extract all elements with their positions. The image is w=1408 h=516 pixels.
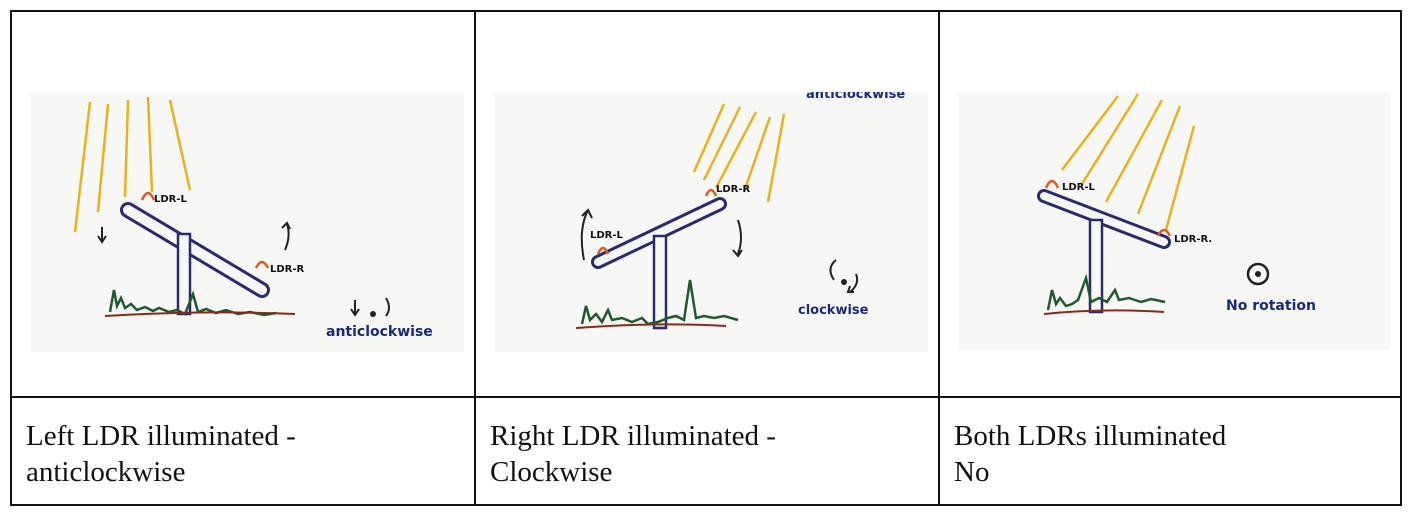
- rotation-arrow-icon: [846, 273, 859, 293]
- ldr-left-label: LDR-L: [154, 194, 188, 205]
- caption-line-1: Right LDR illuminated -: [490, 420, 776, 452]
- sun-rays: [73, 96, 192, 233]
- caption-cell-right-ldr: Right LDR illuminated - Clockwise: [476, 398, 938, 504]
- caption-line-2: anticlockwise: [26, 456, 186, 488]
- caption-word: illuminated: [146, 420, 279, 452]
- solar-panel: [1037, 189, 1171, 249]
- pivot-dot-icon: [841, 279, 847, 285]
- caption-word: Left: [26, 420, 75, 452]
- panel-pole: [176, 232, 192, 316]
- ldr-left-sensor: [140, 191, 156, 201]
- up-arrow-icon: [281, 221, 291, 251]
- caption-line-1: Left LDR illuminated -: [26, 418, 458, 454]
- caption-word: LDR: [81, 420, 140, 452]
- rotation-label: anticlockwise: [326, 324, 433, 340]
- pivot-dot-icon: [370, 311, 376, 317]
- caption-line-1: Both LDRs illuminated: [954, 420, 1227, 452]
- image-cell-left-ldr: LDR-L LDR-R anticlockwise: [12, 12, 474, 396]
- caption-both-ldr: Both LDRs illuminated No: [954, 418, 1226, 490]
- grass: [1046, 273, 1166, 311]
- comparison-table: LDR-L LDR-R anticlockwise anticlockwise: [10, 10, 1402, 506]
- ldr-right-label: LDR-R: [270, 264, 305, 275]
- ground-line: [1043, 309, 1165, 315]
- ldr-right-sensor: [254, 260, 270, 269]
- ground-line: [575, 323, 727, 329]
- ldr-right-label: LDR-R: [716, 184, 751, 195]
- caption-line-2: Clockwise: [490, 456, 613, 488]
- rotation-arrow-icon: [350, 300, 360, 317]
- ldr-right-sensor: [704, 188, 718, 197]
- no-rotation-circle-icon: [1246, 262, 1270, 286]
- caption-left-ldr: Left LDR illuminated - anticlockwise: [26, 418, 458, 490]
- rotation-label: clockwise: [798, 303, 869, 318]
- solar-panel: [591, 197, 727, 269]
- sketch-drawing: anticlockwise: [575, 92, 905, 330]
- partial-top-label: anticlockwise: [806, 92, 905, 102]
- down-arrow-icon: [97, 227, 107, 244]
- rotation-arc-icon: [385, 297, 390, 317]
- panel-pole: [1088, 218, 1104, 314]
- image-cell-both-ldr: LDR-L LDR-R. No rotation: [940, 12, 1400, 396]
- up-arrow-icon: [580, 208, 593, 261]
- sun-rays: [692, 103, 786, 203]
- ldr-left-sensor: [596, 246, 610, 255]
- caption-right-ldr: Right LDR illuminated - Clockwise: [490, 418, 776, 490]
- sketch-right-ldr-illuminated: anticlockwise: [494, 92, 928, 352]
- ldr-left-sensor: [1044, 179, 1060, 189]
- sketch-both-ldrs-illuminated: LDR-L LDR-R. No rotation: [958, 92, 1390, 350]
- ldr-left-label: LDR-L: [1062, 182, 1096, 193]
- row-divider: [12, 396, 1400, 398]
- column-divider: [938, 12, 940, 504]
- sketch-drawing: LDR-L LDR-R anticlockwise: [73, 96, 433, 340]
- ldr-left-label: LDR-L: [590, 230, 624, 241]
- caption-word: -: [286, 420, 296, 452]
- ldr-right-sensor: [1156, 228, 1172, 237]
- image-cell-right-ldr: anticlockwise: [476, 12, 938, 396]
- rotation-label: No rotation: [1226, 298, 1316, 314]
- panel-pole: [652, 234, 668, 330]
- ground-line: [104, 311, 296, 317]
- grass: [108, 289, 277, 317]
- caption-line-2: No: [954, 456, 990, 488]
- down-arrow-icon: [732, 219, 743, 258]
- caption-cell-left-ldr: Left LDR illuminated - anticlockwise: [12, 398, 474, 504]
- pivot-dot-icon: [1255, 271, 1261, 277]
- caption-cell-both-ldr: Both LDRs illuminated No: [940, 398, 1400, 504]
- rotation-arc-icon: [829, 259, 837, 281]
- ldr-right-label: LDR-R.: [1174, 234, 1212, 245]
- sketch-drawing: LDR-L LDR-R. No rotation: [1037, 93, 1316, 315]
- column-divider: [474, 12, 476, 504]
- sun-rays: [1061, 93, 1196, 231]
- sketch-left-ldr-illuminated: LDR-L LDR-R anticlockwise: [30, 92, 464, 352]
- solar-panel: [120, 202, 270, 298]
